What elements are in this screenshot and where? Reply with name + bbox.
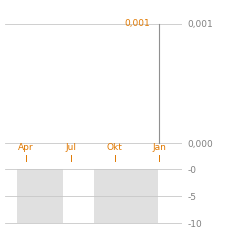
Text: Apr: Apr <box>18 142 34 151</box>
Text: -0: -0 <box>188 165 197 174</box>
Text: -10: -10 <box>188 219 203 228</box>
Bar <box>94 169 157 223</box>
Text: 0,001: 0,001 <box>125 19 150 28</box>
Text: Jul: Jul <box>65 142 76 151</box>
Bar <box>17 169 63 223</box>
Text: 0,000: 0,000 <box>188 139 213 148</box>
Text: -5: -5 <box>188 192 197 201</box>
Text: Okt: Okt <box>107 142 123 151</box>
Text: 0,001: 0,001 <box>188 20 213 29</box>
Text: Jan: Jan <box>152 142 166 151</box>
